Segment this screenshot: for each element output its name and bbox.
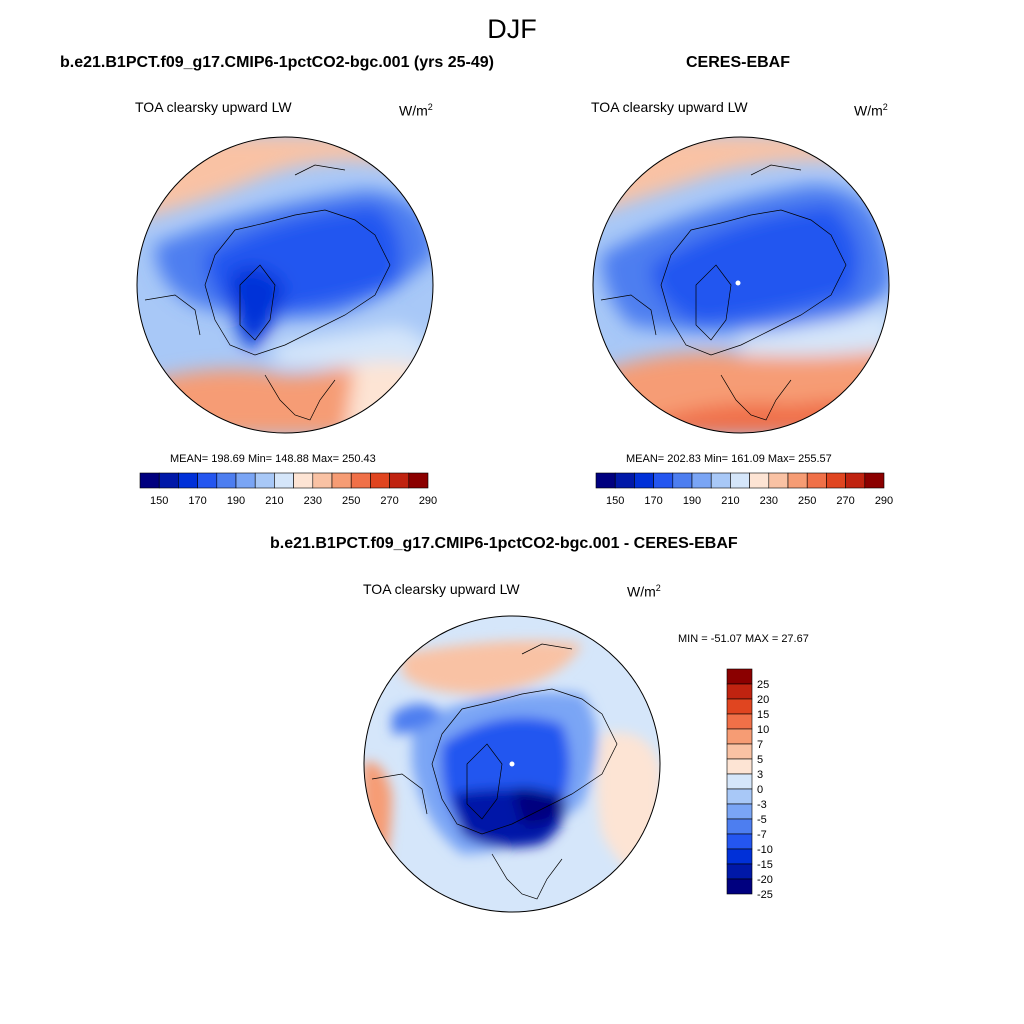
obs-polar-map — [592, 136, 890, 434]
model-colorbar-box — [389, 472, 410, 489]
model-colorbar-label: 250 — [342, 495, 360, 507]
diff-colorbar-box — [726, 878, 753, 895]
obs-colorbar-label: 190 — [683, 495, 701, 507]
model-colorbar: 150 170 190 210 230 250 270 290 — [139, 472, 437, 507]
model-colorbar-box — [370, 472, 390, 489]
model-stats: MEAN= 198.69 Min= 148.88 Max= 250.43 — [170, 453, 376, 465]
diff-colorbar-box — [726, 743, 753, 760]
model-colorbar-label: 170 — [188, 495, 206, 507]
diff-colorbar-label: -25 — [757, 889, 773, 901]
obs-colorbar-box — [710, 472, 731, 489]
obs-colorbar-label: 250 — [798, 495, 816, 507]
model-colorbar-box — [312, 472, 333, 489]
obs-colorbar-label: 150 — [606, 495, 624, 507]
diff-colorbar-label: 25 — [757, 679, 769, 691]
diff-colorbar-box — [726, 728, 753, 745]
obs-colorbar-box — [653, 472, 674, 489]
model-colorbar-label: 190 — [227, 495, 245, 507]
obs-panel-title: CERES-EBAF — [686, 54, 791, 71]
obs-colorbar-box — [806, 472, 827, 489]
obs-units: W/m2 — [854, 102, 888, 119]
obs-colorbar-label: 210 — [721, 495, 739, 507]
obs-colorbar-box — [595, 472, 616, 489]
obs-stats: MEAN= 202.83 Min= 161.09 Max= 255.57 — [626, 453, 832, 465]
diff-colorbar-box — [726, 833, 753, 850]
model-colorbar-label: 150 — [150, 495, 168, 507]
diff-colorbar-box — [726, 668, 753, 685]
obs-colorbar-box — [864, 472, 885, 489]
model-colorbar-box — [216, 472, 237, 489]
model-colorbar-box — [178, 472, 198, 489]
obs-colorbar-label: 230 — [760, 495, 778, 507]
diff-colorbar-box — [726, 788, 753, 805]
diff-colorbar: 25 20 15 10 7 5 3 0 -3 -5 -7 -10 -15 -20 -25 — [726, 668, 773, 901]
diff-colorbar-box — [726, 803, 753, 820]
diff-colorbar-label: 0 — [757, 784, 763, 796]
diff-colorbar-label: 5 — [757, 754, 763, 766]
diff-colorbar-label: -5 — [757, 814, 767, 826]
diff-colorbar-label: -15 — [757, 859, 773, 871]
model-colorbar-box — [350, 472, 371, 489]
diff-colorbar-label: 15 — [757, 709, 769, 721]
obs-colorbar: 150 170 190 210 230 250 270 290 — [595, 472, 893, 507]
obs-colorbar-box — [749, 472, 770, 489]
diff-colorbar-box — [726, 758, 753, 775]
obs-colorbar-box — [826, 472, 846, 489]
diff-colorbar-label: 20 — [757, 694, 769, 706]
obs-colorbar-box — [730, 472, 750, 489]
diff-colorbar-box — [726, 863, 753, 880]
obs-colorbar-label: 290 — [875, 495, 893, 507]
model-colorbar-box — [235, 472, 256, 489]
model-colorbar-label: 210 — [265, 495, 283, 507]
model-colorbar-box — [139, 472, 160, 489]
obs-colorbar-label: 270 — [836, 495, 854, 507]
diff-colorbar-label: -10 — [757, 844, 773, 856]
diff-colorbar-box — [726, 848, 753, 865]
diff-variable-name: TOA clearsky upward LW — [363, 581, 520, 597]
obs-colorbar-box — [672, 472, 693, 489]
diff-colorbar-label: -20 — [757, 874, 773, 886]
model-panel-title: b.e21.B1PCT.f09_g17.CMIP6-1pctCO2-bgc.00… — [60, 54, 494, 71]
diff-colorbar-box — [726, 818, 753, 835]
diff-colorbar-label: -3 — [757, 799, 767, 811]
model-colorbar-box — [274, 472, 294, 489]
obs-colorbar-box — [634, 472, 654, 489]
diff-polar-map — [363, 615, 661, 913]
diff-colorbar-label: -7 — [757, 829, 767, 841]
diff-colorbar-box — [726, 773, 753, 790]
diff-units: W/m2 — [627, 583, 661, 600]
obs-colorbar-box — [691, 472, 712, 489]
model-polar-map — [136, 136, 434, 434]
obs-colorbar-box — [768, 472, 789, 489]
obs-colorbar-box — [614, 472, 635, 489]
model-colorbar-label: 230 — [304, 495, 322, 507]
diff-colorbar-label: 7 — [757, 739, 763, 751]
diff-colorbar-label: 10 — [757, 724, 769, 736]
obs-colorbar-label: 170 — [644, 495, 662, 507]
diff-colorbar-box — [726, 698, 753, 715]
diff-colorbar-label: 3 — [757, 769, 763, 781]
model-colorbar-box — [158, 472, 179, 489]
model-colorbar-label: 290 — [419, 495, 437, 507]
model-colorbar-box — [254, 472, 275, 489]
diff-stats: MIN = -51.07 MAX = 27.67 — [678, 633, 809, 645]
model-colorbar-label: 270 — [380, 495, 398, 507]
model-colorbar-box — [293, 472, 314, 489]
model-colorbar-box — [331, 472, 352, 489]
obs-colorbar-box — [845, 472, 866, 489]
page-title: DJF — [487, 14, 537, 44]
diff-colorbar-box — [726, 683, 753, 700]
diff-colorbar-box — [726, 713, 753, 730]
model-colorbar-box — [408, 472, 429, 489]
model-colorbar-box — [197, 472, 218, 489]
obs-variable-name: TOA clearsky upward LW — [591, 99, 748, 115]
diff-panel-title: b.e21.B1PCT.f09_g17.CMIP6-1pctCO2-bgc.00… — [270, 535, 738, 552]
model-variable-name: TOA clearsky upward LW — [135, 99, 292, 115]
model-units: W/m2 — [399, 102, 433, 119]
obs-colorbar-box — [787, 472, 808, 489]
